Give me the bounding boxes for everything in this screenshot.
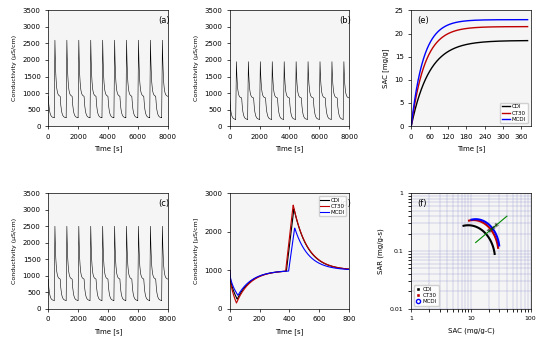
CT30 — [481, 25, 488, 29]
Text: (a): (a) — [158, 16, 170, 25]
CDI — [234, 297, 240, 301]
X-axis label: Time [s]: Time [s] — [94, 145, 122, 152]
CDI — [227, 268, 233, 272]
Text: (b): (b) — [340, 16, 352, 25]
CT30 — [493, 25, 499, 29]
Text: (e): (e) — [417, 16, 429, 25]
CT30 — [290, 203, 296, 207]
Legend: CDI, CT30, MCDI: CDI, CT30, MCDI — [500, 103, 528, 123]
MCDI — [481, 18, 488, 22]
CT30 — [408, 124, 414, 128]
CDI — [524, 39, 531, 43]
CDI — [422, 78, 428, 82]
Y-axis label: Conductivity [μS/cm]: Conductivity [μS/cm] — [193, 218, 198, 284]
CDI — [317, 259, 324, 263]
CDI — [454, 45, 460, 49]
MCDI — [299, 244, 306, 248]
CDI — [446, 49, 452, 53]
CDI — [493, 39, 499, 43]
Y-axis label: SAC [mg/g]: SAC [mg/g] — [382, 49, 389, 88]
CDI — [291, 207, 297, 211]
Line: MCDI: MCDI — [411, 20, 527, 126]
CT30 — [317, 259, 324, 263]
MCDI — [454, 20, 460, 24]
CDI — [299, 235, 306, 239]
Y-axis label: Conductivity (μS/cm): Conductivity (μS/cm) — [12, 35, 17, 101]
CDI — [492, 39, 498, 43]
CT30 — [303, 242, 309, 246]
MCDI — [227, 268, 233, 272]
X-axis label: Time [s]: Time [s] — [457, 145, 485, 152]
CDI — [234, 297, 241, 301]
MCDI — [317, 262, 324, 266]
CT30 — [492, 25, 498, 29]
Text: (d): (d) — [340, 199, 352, 208]
CDI — [408, 124, 414, 128]
X-axis label: SAC (mg/g-C): SAC (mg/g-C) — [448, 327, 494, 333]
MCDI — [296, 238, 303, 242]
Text: (f): (f) — [417, 199, 427, 208]
CT30 — [346, 267, 352, 271]
Legend: CDI, CT30, MCDI: CDI, CT30, MCDI — [414, 286, 439, 306]
CDI — [296, 227, 303, 231]
MCDI — [330, 265, 336, 270]
MCDI — [346, 268, 352, 272]
CT30 — [454, 28, 460, 32]
MCDI — [234, 292, 240, 296]
X-axis label: Time [s]: Time [s] — [276, 328, 303, 335]
MCDI — [524, 18, 531, 22]
Legend: CDI, CT30, MCDI: CDI, CT30, MCDI — [319, 196, 346, 217]
MCDI — [492, 18, 498, 22]
MCDI — [235, 293, 241, 297]
MCDI — [493, 18, 499, 22]
CT30 — [446, 31, 452, 35]
Text: Tlimit: Tlimit — [486, 222, 500, 235]
Y-axis label: Conductivity (μS/cm): Conductivity (μS/cm) — [12, 218, 17, 284]
CDI — [481, 40, 488, 44]
CT30 — [233, 301, 240, 305]
X-axis label: Time [s]: Time [s] — [276, 145, 303, 152]
CT30 — [234, 299, 241, 303]
CT30 — [296, 226, 303, 230]
CT30 — [330, 264, 336, 269]
MCDI — [422, 51, 428, 56]
Line: CDI: CDI — [230, 209, 349, 299]
CT30 — [227, 268, 233, 272]
Line: CT30: CT30 — [411, 27, 527, 126]
CDI — [330, 264, 336, 269]
CT30 — [524, 25, 531, 29]
Y-axis label: Conductivity (μS/cm): Conductivity (μS/cm) — [193, 35, 198, 101]
MCDI — [408, 124, 414, 128]
CDI — [303, 243, 309, 247]
Line: CDI: CDI — [411, 41, 527, 126]
CT30 — [299, 235, 306, 239]
CDI — [346, 267, 352, 271]
Text: (c): (c) — [158, 199, 169, 208]
MCDI — [292, 226, 298, 230]
MCDI — [446, 23, 452, 27]
Y-axis label: SAR (mg/g-s): SAR (mg/g-s) — [378, 228, 384, 274]
Line: CT30: CT30 — [230, 205, 349, 303]
MCDI — [303, 250, 309, 254]
X-axis label: Time [s]: Time [s] — [94, 328, 122, 335]
CT30 — [422, 61, 428, 65]
Line: MCDI: MCDI — [230, 228, 349, 295]
